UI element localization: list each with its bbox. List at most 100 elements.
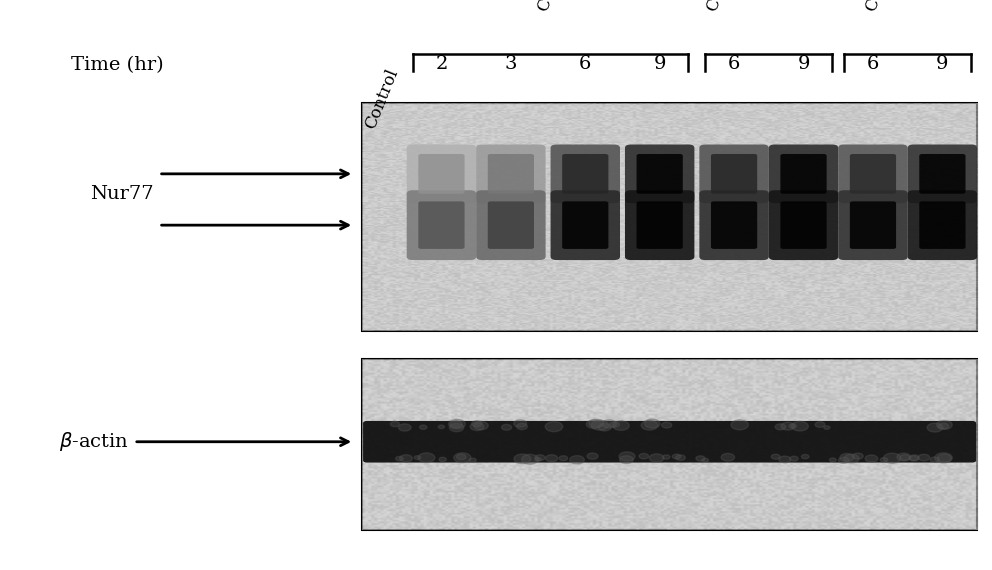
Circle shape: [790, 456, 799, 461]
Circle shape: [546, 422, 562, 431]
Circle shape: [802, 454, 808, 459]
Circle shape: [589, 420, 603, 428]
FancyBboxPatch shape: [908, 190, 977, 260]
FancyBboxPatch shape: [711, 154, 757, 194]
Circle shape: [696, 456, 705, 461]
Circle shape: [456, 454, 466, 459]
Circle shape: [399, 424, 411, 431]
Circle shape: [702, 458, 708, 462]
FancyBboxPatch shape: [908, 145, 977, 203]
Circle shape: [930, 457, 939, 462]
Circle shape: [641, 421, 658, 430]
FancyBboxPatch shape: [637, 201, 682, 249]
Circle shape: [396, 457, 403, 461]
FancyBboxPatch shape: [476, 190, 546, 260]
Circle shape: [619, 452, 635, 461]
Circle shape: [884, 453, 901, 463]
Circle shape: [880, 458, 888, 462]
Circle shape: [838, 457, 849, 463]
FancyBboxPatch shape: [551, 190, 620, 260]
Text: Comp 5: Comp 5: [863, 0, 903, 14]
Circle shape: [910, 456, 919, 461]
Text: 6: 6: [579, 55, 591, 73]
Text: $\beta$-actin: $\beta$-actin: [60, 430, 129, 453]
FancyBboxPatch shape: [407, 145, 476, 203]
Circle shape: [928, 423, 942, 432]
Circle shape: [390, 421, 400, 426]
Circle shape: [937, 454, 951, 462]
Circle shape: [438, 457, 446, 462]
FancyBboxPatch shape: [562, 201, 608, 249]
Circle shape: [587, 453, 598, 459]
Circle shape: [448, 420, 465, 429]
FancyBboxPatch shape: [562, 154, 608, 194]
Text: 6: 6: [867, 55, 879, 73]
Circle shape: [559, 456, 567, 461]
FancyBboxPatch shape: [769, 145, 838, 203]
Circle shape: [779, 456, 791, 463]
Circle shape: [502, 425, 512, 430]
Circle shape: [420, 425, 427, 429]
Circle shape: [840, 454, 854, 462]
Circle shape: [470, 423, 484, 430]
Circle shape: [775, 424, 786, 430]
Text: 9: 9: [936, 55, 948, 73]
Bar: [362, 359, 977, 530]
Circle shape: [823, 426, 830, 429]
Bar: [362, 103, 977, 331]
Text: Time (hr): Time (hr): [71, 56, 164, 75]
FancyBboxPatch shape: [419, 201, 464, 249]
Circle shape: [400, 455, 413, 462]
Text: Nur77: Nur77: [90, 185, 154, 203]
Circle shape: [620, 456, 633, 463]
Circle shape: [919, 454, 930, 461]
Circle shape: [936, 420, 952, 429]
Circle shape: [645, 419, 660, 428]
Circle shape: [639, 453, 649, 459]
Text: 6: 6: [728, 55, 740, 73]
FancyBboxPatch shape: [850, 201, 896, 249]
Circle shape: [900, 455, 910, 461]
Circle shape: [418, 453, 434, 462]
Circle shape: [844, 454, 859, 463]
Text: Comp 4: Comp 4: [704, 0, 744, 14]
Circle shape: [591, 420, 609, 430]
Circle shape: [663, 455, 670, 459]
FancyBboxPatch shape: [551, 145, 620, 203]
FancyBboxPatch shape: [363, 421, 976, 463]
FancyBboxPatch shape: [637, 154, 682, 194]
Circle shape: [721, 453, 735, 461]
Circle shape: [938, 424, 948, 429]
FancyBboxPatch shape: [476, 145, 546, 203]
Circle shape: [781, 422, 795, 430]
Circle shape: [815, 422, 825, 428]
FancyBboxPatch shape: [699, 145, 769, 203]
Circle shape: [771, 454, 780, 459]
Circle shape: [676, 455, 685, 461]
Circle shape: [610, 422, 619, 428]
Circle shape: [472, 421, 482, 426]
Circle shape: [514, 420, 527, 427]
Circle shape: [535, 455, 545, 461]
Circle shape: [598, 424, 611, 431]
FancyBboxPatch shape: [488, 154, 534, 194]
Circle shape: [586, 420, 601, 429]
Circle shape: [865, 455, 878, 462]
Circle shape: [438, 425, 444, 429]
FancyBboxPatch shape: [699, 190, 769, 260]
FancyBboxPatch shape: [920, 201, 965, 249]
Circle shape: [649, 454, 664, 462]
FancyBboxPatch shape: [781, 154, 826, 194]
Circle shape: [897, 453, 911, 461]
FancyBboxPatch shape: [920, 154, 965, 194]
FancyBboxPatch shape: [625, 190, 694, 260]
FancyBboxPatch shape: [488, 201, 534, 249]
FancyBboxPatch shape: [419, 154, 464, 194]
Circle shape: [514, 454, 531, 464]
FancyBboxPatch shape: [838, 145, 908, 203]
Circle shape: [789, 424, 797, 428]
Circle shape: [535, 458, 542, 461]
Circle shape: [522, 454, 539, 464]
Text: 9: 9: [798, 55, 809, 73]
Circle shape: [792, 421, 808, 431]
